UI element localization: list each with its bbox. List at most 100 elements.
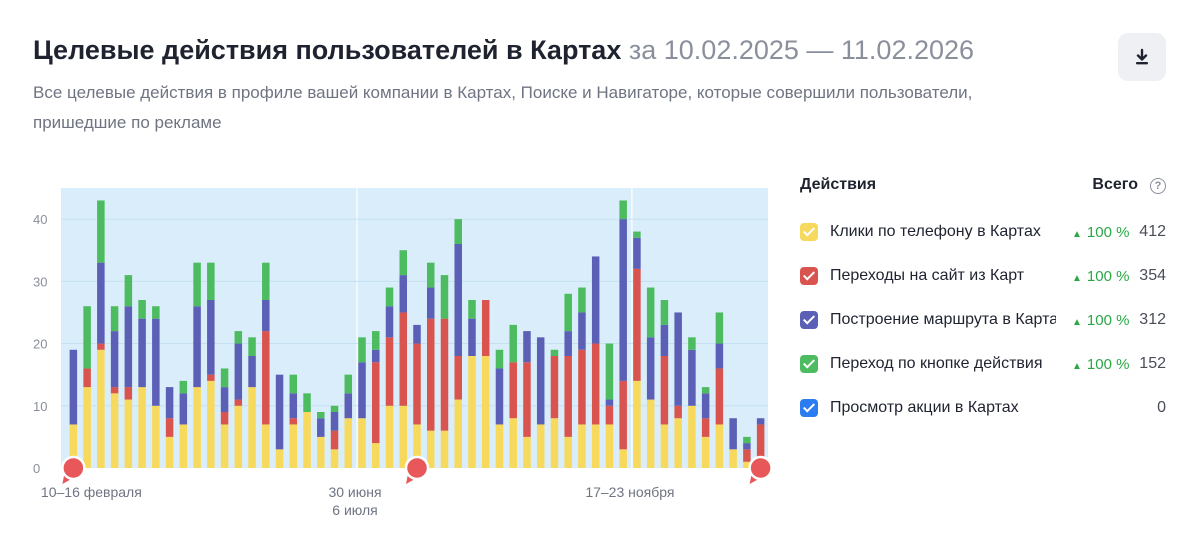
bar-segment	[179, 424, 188, 468]
legend-label: Переходы на сайт из Карт	[830, 267, 1025, 284]
bar-segment	[248, 387, 256, 468]
legend-item[interactable]: Клики по телефону в Картах ▲ 100 % 412	[800, 210, 1170, 254]
bar-segment	[110, 387, 119, 394]
legend-count: 0	[1157, 399, 1166, 416]
bar-segment	[440, 430, 449, 468]
bar-segment	[110, 331, 119, 388]
bar-segment	[481, 300, 490, 356]
bar-segment	[193, 387, 201, 468]
stacked-bar-chart: 0 10 20 30 40 10–16 февраля 30 июня 6 июля 17–23…	[33, 188, 773, 518]
legend-percent: ▲ 100 %	[1072, 356, 1129, 373]
bar-segment	[660, 324, 669, 356]
bar-segment	[413, 343, 421, 425]
bar-segment	[729, 449, 737, 468]
bar-segment	[344, 418, 353, 468]
help-icon[interactable]: ?	[1150, 178, 1166, 194]
bar-segment	[330, 449, 339, 468]
legend-col-actions: Действия	[800, 176, 877, 193]
bar-segment	[619, 380, 627, 450]
legend-item[interactable]: Переходы на сайт из Карт ▲ 100 % 354	[800, 254, 1170, 298]
trend-up-icon: ▲	[1072, 272, 1082, 284]
legend-label: Клики по телефону в Картах	[830, 223, 1041, 240]
legend-checkbox[interactable]	[800, 223, 818, 241]
legend-label: Построение маршрута в Картах	[830, 311, 1056, 328]
bar-segment	[578, 287, 586, 313]
bar-segment	[633, 237, 641, 269]
bar-segment	[701, 418, 710, 437]
bar-segment	[275, 374, 284, 450]
bar-segment	[110, 306, 119, 332]
bar-segment	[633, 380, 641, 468]
bar-segment	[124, 275, 133, 307]
bar-segment	[550, 356, 559, 419]
legend-checkbox[interactable]	[800, 311, 818, 329]
bar-segment	[660, 356, 669, 425]
bar-segment	[578, 312, 586, 350]
event-marker	[404, 455, 430, 481]
bar-segment	[220, 368, 229, 388]
bar-segment	[385, 287, 394, 307]
legend: Действия Всего ? Клики по телефону в Кар…	[800, 176, 1170, 430]
download-icon	[1136, 48, 1148, 65]
legend-rows: Клики по телефону в Картах ▲ 100 % 412 Перех…	[800, 210, 1170, 430]
bar-segment	[426, 318, 435, 431]
bar-segment	[550, 349, 559, 356]
bar-segment	[578, 424, 586, 468]
bar-segment	[358, 337, 366, 363]
bar-segment	[152, 405, 160, 468]
bar-segment	[536, 337, 545, 425]
download-button[interactable]	[1118, 33, 1166, 81]
date-range[interactable]: за 10.02.2025 — 11.02.2026	[628, 35, 975, 65]
bar-segment	[646, 337, 655, 400]
bar-segment	[646, 287, 655, 338]
bar-segment	[605, 399, 614, 406]
legend-checkbox[interactable]	[800, 267, 818, 285]
legend-col-total: Всего	[1092, 176, 1138, 193]
bar-segment	[688, 405, 696, 468]
legend-count: 354	[1139, 267, 1166, 284]
bar-segment	[110, 393, 119, 468]
bar-segment	[701, 393, 710, 419]
legend-item[interactable]: Переход по кнопке действия ▲ 100 % 152	[800, 342, 1170, 386]
bar-segment	[317, 436, 325, 468]
legend-item[interactable]: Построение маршрута в Картах ▲ 100 % 312	[800, 298, 1170, 342]
bar-segment	[743, 449, 751, 462]
y-tick-label: 40	[33, 212, 47, 227]
bar-segment	[262, 262, 270, 300]
legend-percent-value: 100 %	[1086, 355, 1130, 373]
bar-segment	[138, 387, 146, 468]
title-main: Целевые действия пользователей в Картах	[33, 35, 622, 65]
legend-count: 412	[1139, 223, 1166, 240]
bar-segment	[138, 300, 146, 319]
bar-segment	[193, 262, 201, 307]
legend-count: 312	[1139, 311, 1166, 328]
bar-segment	[619, 219, 627, 381]
bar-segment	[385, 306, 394, 338]
bar-segment	[756, 424, 765, 462]
legend-percent: ▲ 100 %	[1072, 312, 1129, 329]
bar-segment	[523, 331, 531, 363]
bar-segment	[372, 349, 380, 363]
y-tick-label: 0	[33, 461, 40, 476]
y-tick-label: 10	[33, 399, 47, 414]
legend-item[interactable]: Просмотр акции в Картах 0	[800, 386, 1170, 430]
bar-segment	[715, 368, 724, 425]
bar-segment	[440, 318, 449, 431]
bar-segment	[564, 331, 572, 356]
bar-segment	[330, 412, 339, 431]
legend-checkbox[interactable]	[800, 399, 818, 417]
bar-segment	[619, 449, 627, 468]
legend-percent: ▲ 100 %	[1072, 224, 1129, 241]
legend-checkbox[interactable]	[800, 355, 818, 373]
bar-segment	[289, 374, 298, 394]
bar-segment	[413, 324, 421, 344]
bar-segment	[674, 405, 682, 419]
bar-segment	[385, 337, 394, 406]
legend-percent-value: 100 %	[1086, 267, 1130, 285]
bar-segment	[413, 424, 421, 468]
bar-segment	[426, 430, 435, 468]
bar-segment	[83, 306, 91, 369]
bar-segment	[646, 399, 655, 468]
bar-segment	[454, 244, 462, 356]
bar-segment	[688, 349, 696, 406]
